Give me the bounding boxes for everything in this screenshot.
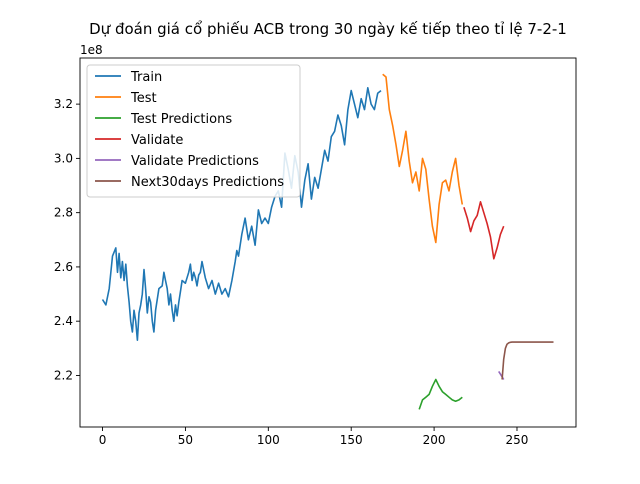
y-tick-label: 3.0 [54, 151, 73, 165]
legend-label-next30days-predictions: Next30days Predictions [131, 175, 284, 190]
x-tick-label: 200 [423, 433, 446, 447]
plot-area: 0 50 100 150 200 250 2.2 2.4 2.6 2.8 3.0 3.2 Train Te… [54, 57, 577, 447]
legend-label-test-predictions: Test Predictions [130, 112, 232, 127]
plot-frame [79, 57, 577, 428]
chart-title: Dự đoán giá cổ phiếu ACB trong 30 ngày k… [89, 20, 567, 38]
x-tick-label: 0 [99, 433, 107, 447]
legend-label-validate-predictions: Validate Predictions [131, 154, 259, 169]
series-line-test [382, 73, 464, 244]
legend-label-train: Train [130, 70, 162, 85]
x-tick-label: 250 [506, 433, 529, 447]
legend-label-test: Test [130, 91, 157, 106]
series-line-validate [463, 201, 505, 260]
y-tick-label: 2.2 [54, 368, 73, 382]
x-tick-label: 100 [257, 433, 280, 447]
y-tick-label: 3.2 [54, 97, 73, 111]
legend-label-validate: Validate [131, 133, 183, 148]
series-line-next30days-predictions [501, 341, 554, 380]
legend-box [86, 64, 301, 198]
y-tick-label: 2.4 [54, 314, 73, 328]
y-tick-label: 2.8 [54, 206, 73, 220]
series-line-test-predictions [418, 378, 463, 410]
series-line-train [101, 87, 382, 342]
y-tick-label: 2.6 [54, 260, 73, 274]
y-axis-offset-label: 1e8 [80, 43, 103, 57]
x-tick-label: 50 [178, 433, 193, 447]
x-tick-label: 150 [340, 433, 363, 447]
